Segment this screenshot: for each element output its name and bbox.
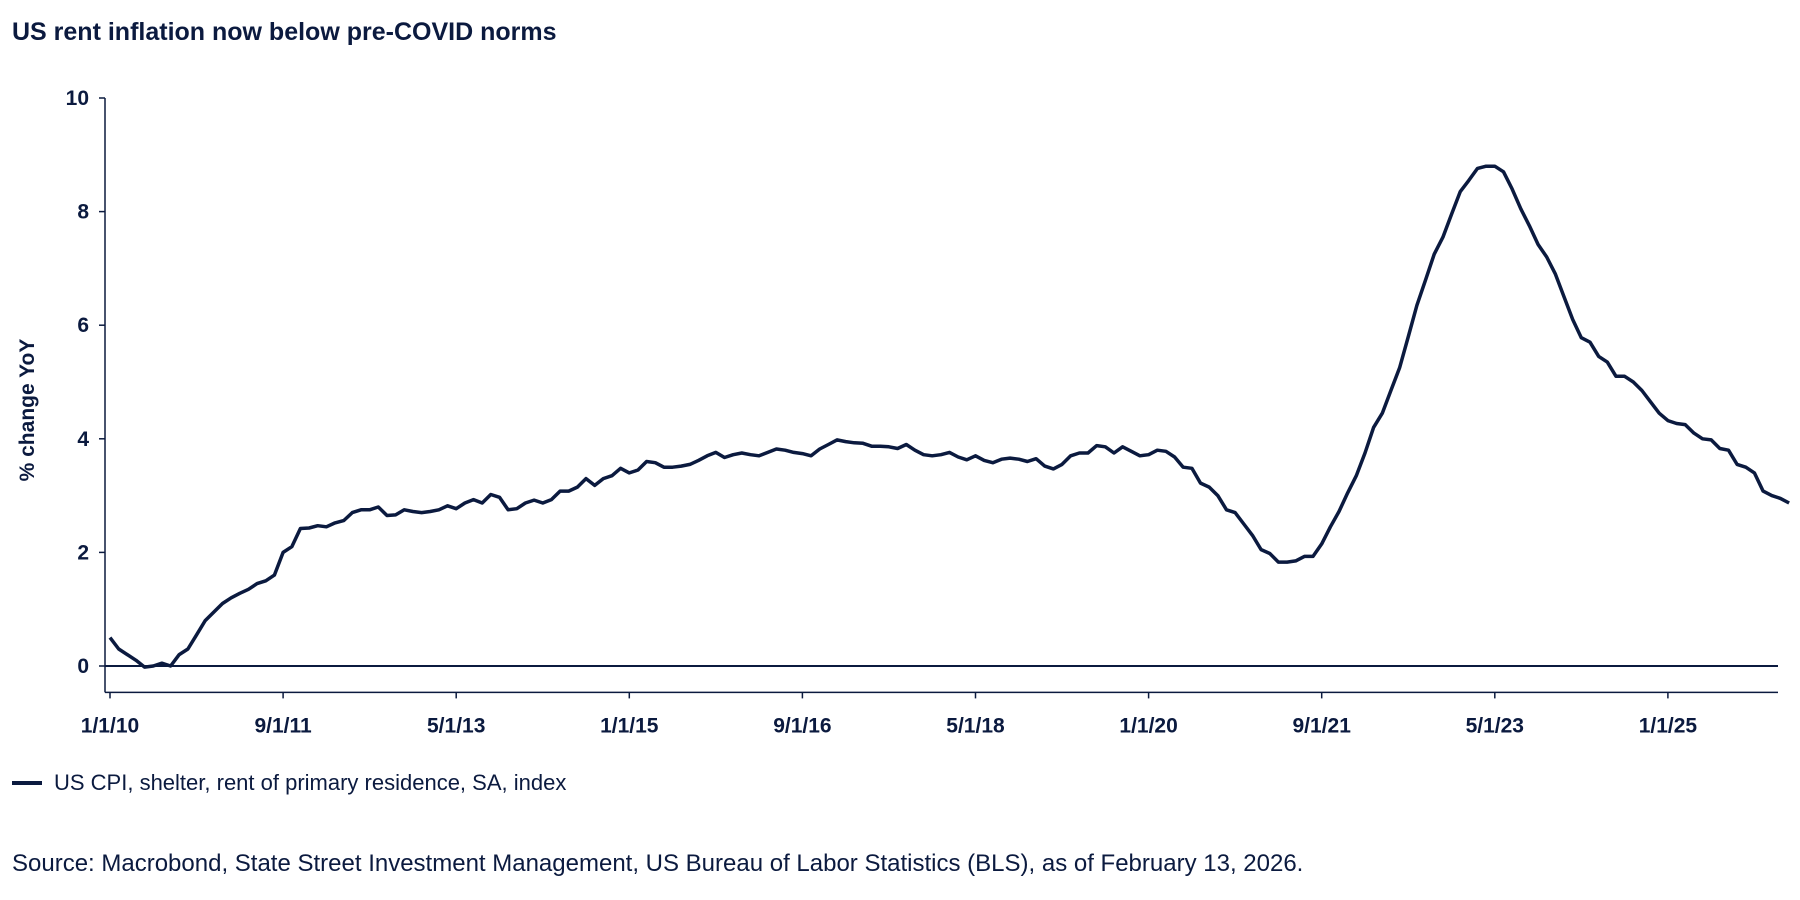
series-line — [108, 164, 1790, 669]
chart-title: US rent inflation now below pre-COVID no… — [12, 18, 557, 46]
x-tick-label: 1/1/20 — [1119, 714, 1177, 737]
y-tick-label: 10 — [66, 87, 89, 110]
y-axis-ticks: 0 2 4 6 8 10 — [66, 87, 105, 678]
x-tick-label: 1/1/10 — [81, 714, 139, 737]
x-axis-ticks: 1/1/10 9/1/11 5/1/13 1/1/15 9/1/16 5/1/18 1/1/… — [81, 692, 1698, 737]
x-tick-label: 9/1/21 — [1293, 714, 1352, 737]
x-tick-label: 5/1/13 — [427, 714, 485, 737]
legend: US CPI, shelter, rent of primary residen… — [12, 770, 566, 796]
y-tick-label: 2 — [77, 541, 89, 564]
x-tick-label: 1/1/15 — [600, 714, 659, 737]
y-tick-label: 8 — [77, 201, 89, 224]
y-tick-label: 4 — [77, 428, 89, 451]
x-tick-label: 1/1/25 — [1639, 714, 1698, 737]
x-tick-label: 9/1/11 — [254, 714, 312, 737]
x-tick-label: 9/1/16 — [773, 714, 831, 737]
x-tick-label: 5/1/18 — [946, 714, 1005, 737]
y-tick-label: 0 — [77, 655, 89, 678]
x-tick-label: 5/1/23 — [1466, 714, 1524, 737]
legend-swatch — [12, 781, 42, 785]
source-note: Source: Macrobond, State Street Investme… — [12, 850, 1304, 877]
y-axis-label: % change YoY — [16, 339, 39, 482]
axes — [104, 98, 1778, 694]
series — [108, 164, 1790, 669]
y-tick-label: 6 — [77, 314, 89, 337]
legend-label: US CPI, shelter, rent of primary residen… — [54, 770, 567, 795]
